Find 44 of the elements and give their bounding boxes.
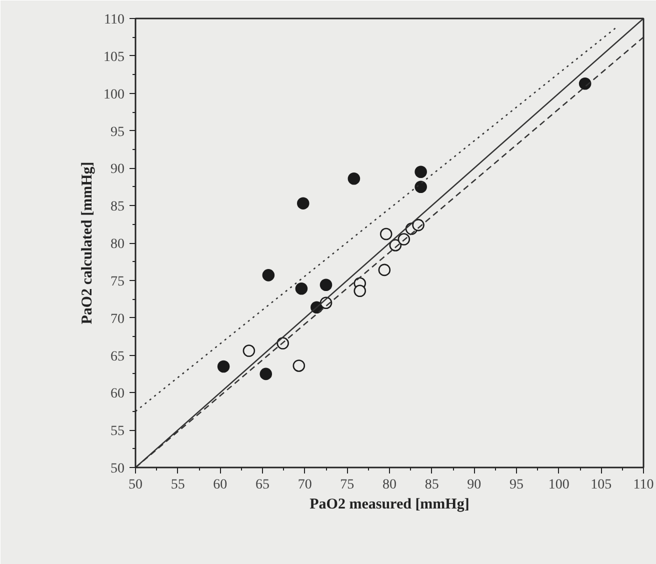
y-tick-label: 75 bbox=[110, 274, 124, 290]
y-tick-label: 60 bbox=[110, 386, 124, 402]
x-tick-label: 70 bbox=[298, 478, 312, 492]
x-tick-label: 75 bbox=[340, 478, 354, 492]
y-tick-label: 110 bbox=[104, 12, 125, 28]
x-tick-label: 85 bbox=[424, 478, 439, 492]
x-tick-label: 65 bbox=[256, 478, 270, 492]
x-tick-label: 110 bbox=[633, 478, 654, 492]
point bbox=[398, 233, 410, 246]
point bbox=[578, 77, 592, 90]
x-axis-title: PaO2 measured [mmHg] bbox=[310, 496, 470, 512]
point bbox=[295, 282, 308, 295]
x-tick-label: 50 bbox=[128, 478, 142, 492]
y-tick-label: 85 bbox=[110, 200, 124, 215]
y-axis-title: PaO2 calculated [mmHg] bbox=[80, 162, 96, 324]
point bbox=[217, 360, 230, 373]
x-tick-label: 90 bbox=[467, 478, 482, 492]
point bbox=[380, 228, 392, 240]
y-tick-label: 95 bbox=[110, 124, 124, 140]
point bbox=[354, 284, 366, 298]
point bbox=[348, 172, 360, 185]
y-tick-label: 90 bbox=[110, 162, 124, 178]
point bbox=[242, 344, 256, 357]
x-tick-label: 100 bbox=[548, 478, 570, 492]
y-tick-label: 100 bbox=[104, 87, 124, 102]
x-tick-label: 55 bbox=[170, 478, 185, 492]
point bbox=[292, 360, 306, 372]
point bbox=[414, 180, 427, 194]
x-tick-label: 105 bbox=[590, 478, 612, 492]
x-tick-label: 60 bbox=[213, 478, 228, 492]
point bbox=[262, 269, 275, 282]
point bbox=[260, 368, 272, 380]
x-tick-label: 80 bbox=[382, 478, 396, 492]
point bbox=[378, 264, 391, 276]
y-tick-label: 50 bbox=[110, 462, 124, 476]
point bbox=[414, 166, 427, 178]
y-tick-label: 55 bbox=[110, 424, 124, 440]
point bbox=[296, 197, 310, 210]
y-tick-label: 80 bbox=[110, 237, 124, 252]
point bbox=[320, 278, 332, 292]
y-tick-label: 65 bbox=[110, 349, 124, 364]
y-tick-label: 70 bbox=[110, 312, 124, 327]
x-tick-label: 95 bbox=[510, 478, 524, 492]
y-tick-label: 105 bbox=[104, 50, 124, 65]
